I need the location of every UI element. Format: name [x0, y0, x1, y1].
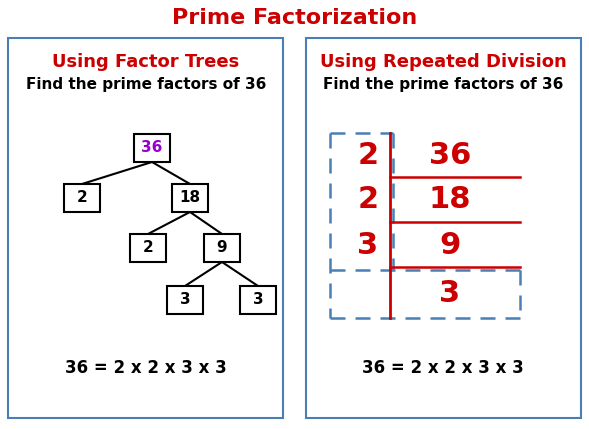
Bar [240, 286, 276, 314]
Text: Find the prime factors of 36: Find the prime factors of 36 [323, 76, 563, 91]
Text: 2: 2 [358, 185, 379, 214]
Text: 36: 36 [429, 141, 471, 169]
Bar [172, 184, 208, 212]
Bar [134, 134, 170, 162]
Text: 3: 3 [358, 230, 379, 260]
Bar [64, 184, 100, 212]
Text: 18: 18 [429, 185, 471, 214]
Text: 2: 2 [143, 241, 153, 256]
Text: 36 = 2 x 2 x 3 x 3: 36 = 2 x 2 x 3 x 3 [65, 359, 227, 377]
Text: 9: 9 [217, 241, 227, 256]
Text: Prime Factorization: Prime Factorization [172, 8, 417, 28]
Text: 9: 9 [439, 230, 461, 260]
Bar [167, 286, 203, 314]
Text: 3: 3 [253, 293, 263, 308]
FancyBboxPatch shape [306, 38, 581, 418]
Text: 3: 3 [180, 293, 190, 308]
Text: 2: 2 [77, 190, 87, 205]
Text: Using Factor Trees: Using Factor Trees [52, 53, 240, 71]
Text: Find the prime factors of 36: Find the prime factors of 36 [26, 76, 266, 91]
Text: 2: 2 [358, 141, 379, 169]
Text: Using Repeated Division: Using Repeated Division [320, 53, 567, 71]
FancyBboxPatch shape [8, 38, 283, 418]
Text: 18: 18 [180, 190, 201, 205]
Bar [204, 234, 240, 262]
Bar [130, 234, 166, 262]
Text: 36 = 2 x 2 x 3 x 3: 36 = 2 x 2 x 3 x 3 [362, 359, 524, 377]
Text: 3: 3 [439, 278, 461, 308]
Text: 36: 36 [141, 141, 163, 155]
